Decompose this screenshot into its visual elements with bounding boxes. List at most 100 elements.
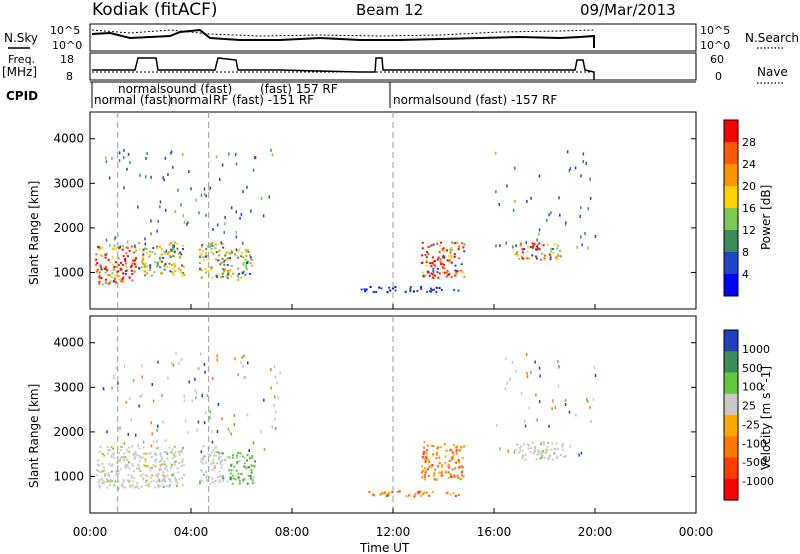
scatter-cell [421,247,424,250]
colorbar-swatch [724,120,738,143]
scatter-cell [163,467,166,470]
colorbar-swatch [724,208,738,231]
scatter-cell [108,480,111,483]
scatter-cell [140,266,143,269]
scatter-cell [205,411,207,415]
scatter-cell [431,491,434,494]
scatter-cell [103,469,106,472]
scatter-cell [125,448,128,451]
scatter-cell [244,258,247,261]
scatter-cell [166,252,169,255]
scatter-cell [214,479,217,482]
freq-panel: 18 8 60 0 [60,52,724,83]
scatter-cell [273,404,275,408]
scatter-cell [139,456,142,459]
scatter-cell [103,474,106,477]
scatter-cell [172,363,174,367]
scatter-cell [171,464,173,467]
scatter-cell [141,375,144,379]
scatter-cell [412,290,415,293]
scatter-cell [521,449,524,452]
scatter-cell [458,461,461,464]
scatter-cell [229,252,231,255]
scatter-cell [105,156,107,160]
scatter-cell [152,440,155,444]
scatter-cell [518,446,521,449]
scatter-cell [181,461,184,464]
scatter-cell [425,452,428,455]
scatter-cell [103,480,106,483]
scatter-cell [538,174,541,178]
scatter-cell [246,482,249,485]
scatter-cell [251,479,254,482]
scatter-cell [275,410,277,414]
scatter-cell [249,258,252,261]
scatter-cell [495,190,497,194]
colorbar-tick-label: -1000 [742,475,774,488]
scatter-cell [124,465,127,468]
scatter-cell [230,469,233,472]
scatter-cell [450,254,453,257]
scatter-cell [138,267,141,270]
scatter-cell [234,478,237,481]
scatter-cell [141,473,144,476]
scatter-cell [531,246,534,249]
scatter-cell [165,485,168,487]
scatter-cell [123,452,126,455]
colorbar-swatch [724,457,738,480]
scatter-cell [381,492,383,495]
scatter-cell [144,237,146,241]
scatter-cell [159,266,162,269]
scatter-cell [130,474,133,477]
scatter-cell [127,473,130,476]
scatter-cell [557,254,560,257]
scatter-cell [179,271,182,274]
scatter-cell [104,473,106,475]
scatter-cell [538,366,541,370]
scatter-cell [170,242,172,244]
scatter-cell [534,248,537,251]
scatter-cell [106,486,109,489]
scatter-cell [130,245,133,248]
scatter-cell [113,456,116,459]
scatter-cell [207,258,210,261]
scatter-cell [429,262,432,265]
scatter-cell [578,453,580,457]
scatter-cell [157,486,160,489]
x-tick-label: 00:00 [679,525,714,539]
colorbar-swatch [724,186,738,209]
scatter-cell [430,287,432,290]
scatter-cell [131,484,134,487]
scatter-cell [178,462,181,464]
scatter-cell [531,254,534,257]
scatter-cell [181,264,184,267]
scatter-cell [134,453,137,456]
scatter-cell [130,418,132,422]
scatter-cell [251,258,254,261]
colorbar-swatch [724,330,738,352]
scatter-cell [545,450,548,453]
scatter-cell [241,272,244,275]
colorbar-swatch [724,230,738,253]
scatter-cell [96,262,99,265]
scatter-cell [426,251,428,253]
y-tick-label: 3000 [53,380,84,394]
scatter-cell [563,456,566,458]
scatter-cell [142,440,145,444]
scatter-cell [156,474,159,477]
scatter-cell [550,448,553,451]
colorbar-swatch [724,142,738,165]
scatter-cell [144,458,147,461]
scatter-cell [440,289,443,291]
scatter-cell [218,458,221,461]
scatter-cell [554,406,557,409]
scatter-cell [455,272,458,275]
scatter-cell [422,274,425,277]
scatter-cell [176,242,179,245]
scatter-cell [165,249,168,253]
scatter-cell [594,374,597,377]
scatter-cell [524,454,527,456]
freq-unit-label: [MHz] [2,65,37,79]
scatter-cell [431,262,434,264]
scatter-cell [165,451,168,453]
